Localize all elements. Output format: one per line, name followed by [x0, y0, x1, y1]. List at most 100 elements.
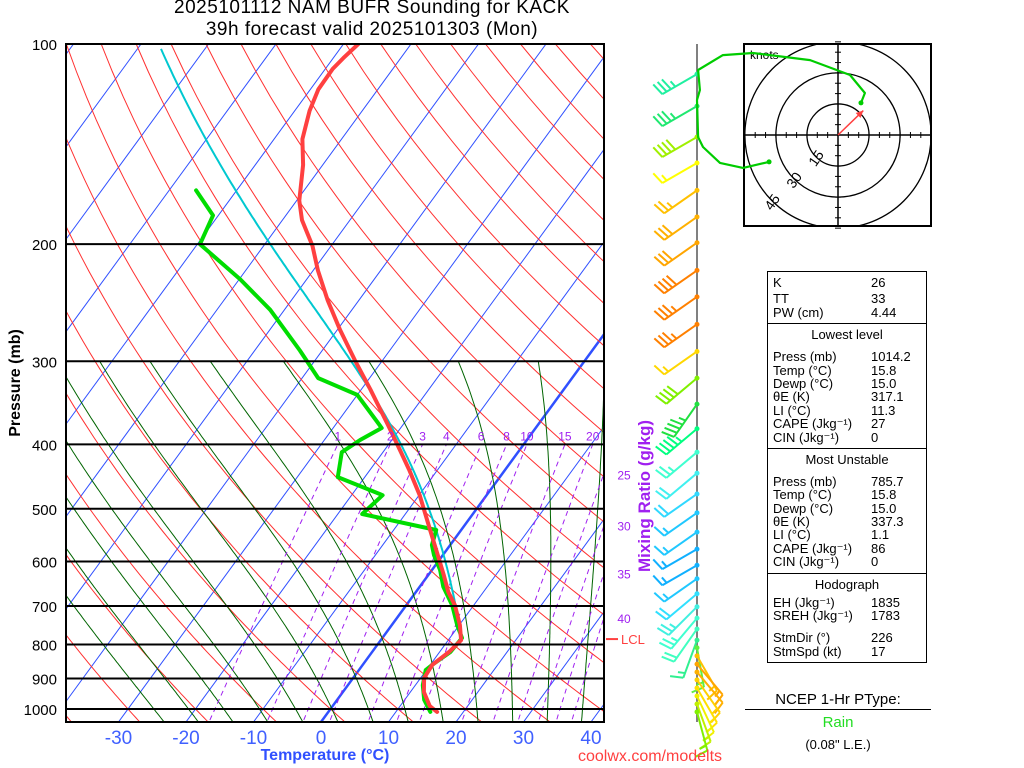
wind-barb-dot	[694, 214, 700, 220]
wind-barb-half-feather	[670, 636, 679, 642]
wind-barb-dot	[694, 240, 700, 246]
wind-barb-staff	[661, 162, 698, 184]
wind-barb-staff	[665, 472, 698, 500]
mixing-ratio-label: 1	[334, 429, 341, 443]
wind-barb	[653, 510, 700, 537]
wind-barb-dot	[694, 449, 700, 455]
index-value: 15.0	[871, 500, 897, 516]
index-row: TT 33	[773, 292, 926, 306]
wind-barb-dot	[694, 160, 700, 166]
section-header: Lowest level	[811, 327, 883, 343]
wind-barb-half-feather	[714, 698, 721, 706]
wind-barb-feather	[657, 334, 669, 346]
wind-barb-feather	[653, 203, 665, 215]
wind-barb-staff	[663, 531, 698, 556]
wind-barb-feather	[657, 253, 669, 264]
isotherm-line	[66, 44, 210, 241]
wind-barb-feather	[652, 558, 664, 570]
wind-barb-feather	[657, 280, 669, 292]
wind-barb-feather	[658, 465, 671, 476]
dry-adiabat-line	[66, 634, 141, 722]
wind-barb-staff	[661, 564, 698, 587]
ptype-header: NCEP 1-Hr PType:	[745, 691, 931, 710]
wind-barb-dot	[694, 470, 700, 476]
wind-barb	[653, 240, 700, 267]
index-row: Temp (°C) 15.8	[773, 363, 926, 377]
wind-barb	[655, 470, 700, 500]
moist-adiabat-line	[99, 361, 339, 722]
wind-barb-feather	[655, 469, 667, 479]
index-row: Dewp (°C) 15.0	[773, 377, 926, 391]
index-label: CAPE (Jkg⁻¹)	[773, 540, 853, 556]
wind-barb-feather	[669, 675, 684, 679]
wind-barb-feather	[655, 394, 667, 405]
index-label: StmSpd (kt)	[773, 643, 842, 659]
wind-barb-feather	[665, 139, 677, 151]
temperature-line	[297, 44, 464, 714]
dry-adiabat-line	[205, 44, 604, 523]
pressure-tick-label: 700	[32, 599, 57, 616]
mixing-ratio-line	[418, 444, 528, 722]
wind-barb-feather	[653, 283, 665, 295]
index-label: Temp (°C)	[773, 487, 832, 503]
isotherm-line	[455, 518, 604, 722]
wind-barb-dot	[694, 375, 700, 381]
wind-barb-feather	[661, 250, 674, 261]
ptype-value: Rain	[822, 714, 854, 731]
wind-barb	[653, 348, 700, 376]
index-value: 337.3	[871, 514, 904, 530]
wind-barb-feather	[665, 275, 678, 286]
wind-barb-feather	[655, 445, 667, 456]
wind-barb-dot	[694, 669, 700, 675]
wind-barb	[653, 214, 700, 241]
wind-barb-half-feather	[669, 80, 677, 88]
wind-barb-dot	[694, 615, 700, 621]
wind-barb-feather	[658, 442, 671, 453]
index-value: 0	[871, 429, 879, 445]
index-row: StmDir (°) 226	[773, 631, 926, 645]
wind-barb-dot	[694, 645, 700, 651]
wind-barb-half-feather	[669, 623, 677, 629]
wind-barb-staff	[661, 136, 698, 158]
temperature-tick-label: 10	[378, 728, 399, 749]
wind-barb-staff	[661, 73, 698, 96]
wind-barb-dot	[694, 546, 700, 552]
dry-adiabat-line	[345, 44, 604, 347]
wind-barb-feather	[661, 655, 675, 663]
wind-barb-staff	[696, 711, 709, 751]
wind-barb-staff	[661, 105, 698, 127]
wind-barb-staff	[665, 451, 698, 479]
wind-barb-half-feather	[661, 174, 668, 182]
wind-barb-feather	[661, 277, 674, 289]
index-value: 1014.2	[871, 349, 911, 365]
wind-barb-staff	[663, 350, 698, 376]
index-value: 1835	[871, 594, 900, 610]
isotherm-line	[117, 56, 604, 722]
index-label: LI (°C)	[773, 402, 811, 418]
wind-barb-staff	[663, 323, 698, 349]
temperature-tick-label: -30	[105, 728, 132, 749]
wind-barb-feather	[658, 391, 671, 402]
wind-barb	[652, 546, 700, 571]
dry-adiabat-line	[135, 44, 604, 616]
wind-barb	[653, 491, 700, 518]
wind-barb-half-feather	[662, 527, 670, 534]
isotherm-line	[66, 44, 345, 425]
wind-barb-dot	[694, 401, 700, 407]
wind-barb	[652, 103, 700, 127]
wind-barb-feather	[661, 141, 672, 153]
index-label: θE (K)	[773, 514, 810, 530]
mixing-ratio-line	[302, 444, 424, 722]
dry-adiabat-line	[170, 44, 604, 569]
hodograph-ring-label: 45	[761, 191, 783, 213]
mixing-ratio-line	[266, 444, 391, 722]
hodograph-ring	[806, 103, 870, 167]
wind-barb-feather	[656, 113, 668, 125]
wind-barb	[653, 576, 700, 603]
wind-barb-half-feather	[662, 546, 670, 553]
section-header: Most Unstable	[805, 451, 889, 467]
wind-barb-dot	[694, 626, 700, 632]
freezing-isotherm	[319, 332, 604, 722]
temperature-tick-label: -10	[240, 728, 267, 749]
